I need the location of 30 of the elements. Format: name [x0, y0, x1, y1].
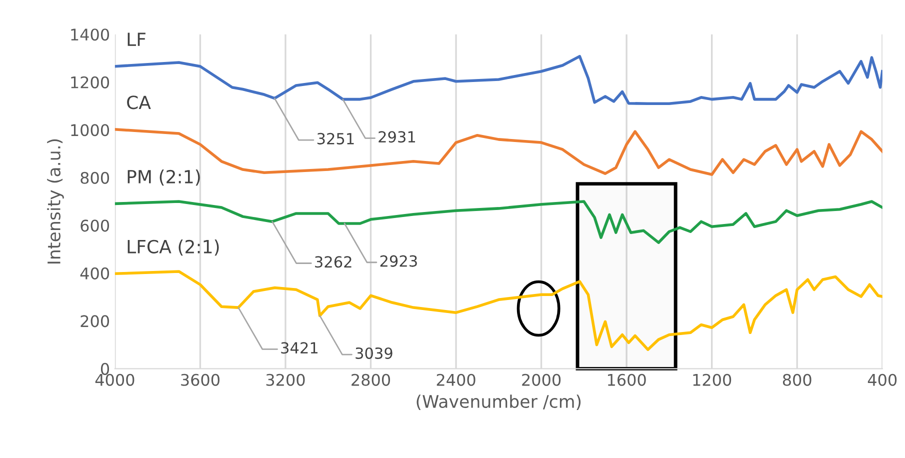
annotation: 2931	[378, 131, 416, 143]
series-label: LF	[128, 32, 146, 46]
x-tick-label: 1200	[693, 374, 732, 386]
annotation: 3039	[356, 347, 392, 359]
x-tick-label: 1600	[608, 374, 646, 386]
annotation: 3251	[317, 132, 354, 144]
y-tick-label: 800	[80, 172, 110, 184]
y-tick-label: 200	[80, 315, 110, 328]
y-tick-label: 1000	[71, 124, 110, 136]
x-tick-label: 2800	[352, 374, 390, 386]
y-tick-label: 1400	[71, 28, 110, 41]
series-label: PM (2:1)	[128, 170, 200, 186]
x-tick-label: 2400	[436, 374, 476, 386]
x-axis-title: (Wavenumber /cm)	[416, 394, 581, 410]
annotation: 3262	[315, 256, 352, 268]
annotation: 3421	[281, 342, 318, 354]
series-label: LFCA (2:1)	[128, 240, 219, 256]
y-tick-label: 0	[100, 362, 110, 375]
y-tick-label: 400	[80, 267, 110, 280]
x-tick-label: 400	[868, 374, 897, 386]
series-label: CA	[127, 96, 151, 110]
x-tick-label: 800	[782, 374, 812, 386]
y-tick-label: 600	[80, 220, 110, 232]
x-tick-label: 3600	[181, 374, 220, 386]
y-tick-label: 1200	[71, 76, 110, 88]
x-tick-label: 4000	[95, 374, 134, 386]
y-axis-title: Intensity (a.u.)	[47, 139, 64, 264]
x-tick-label: 3200	[266, 374, 305, 386]
annotation: 2923	[380, 255, 417, 267]
x-tick-label: 2000	[522, 374, 561, 386]
